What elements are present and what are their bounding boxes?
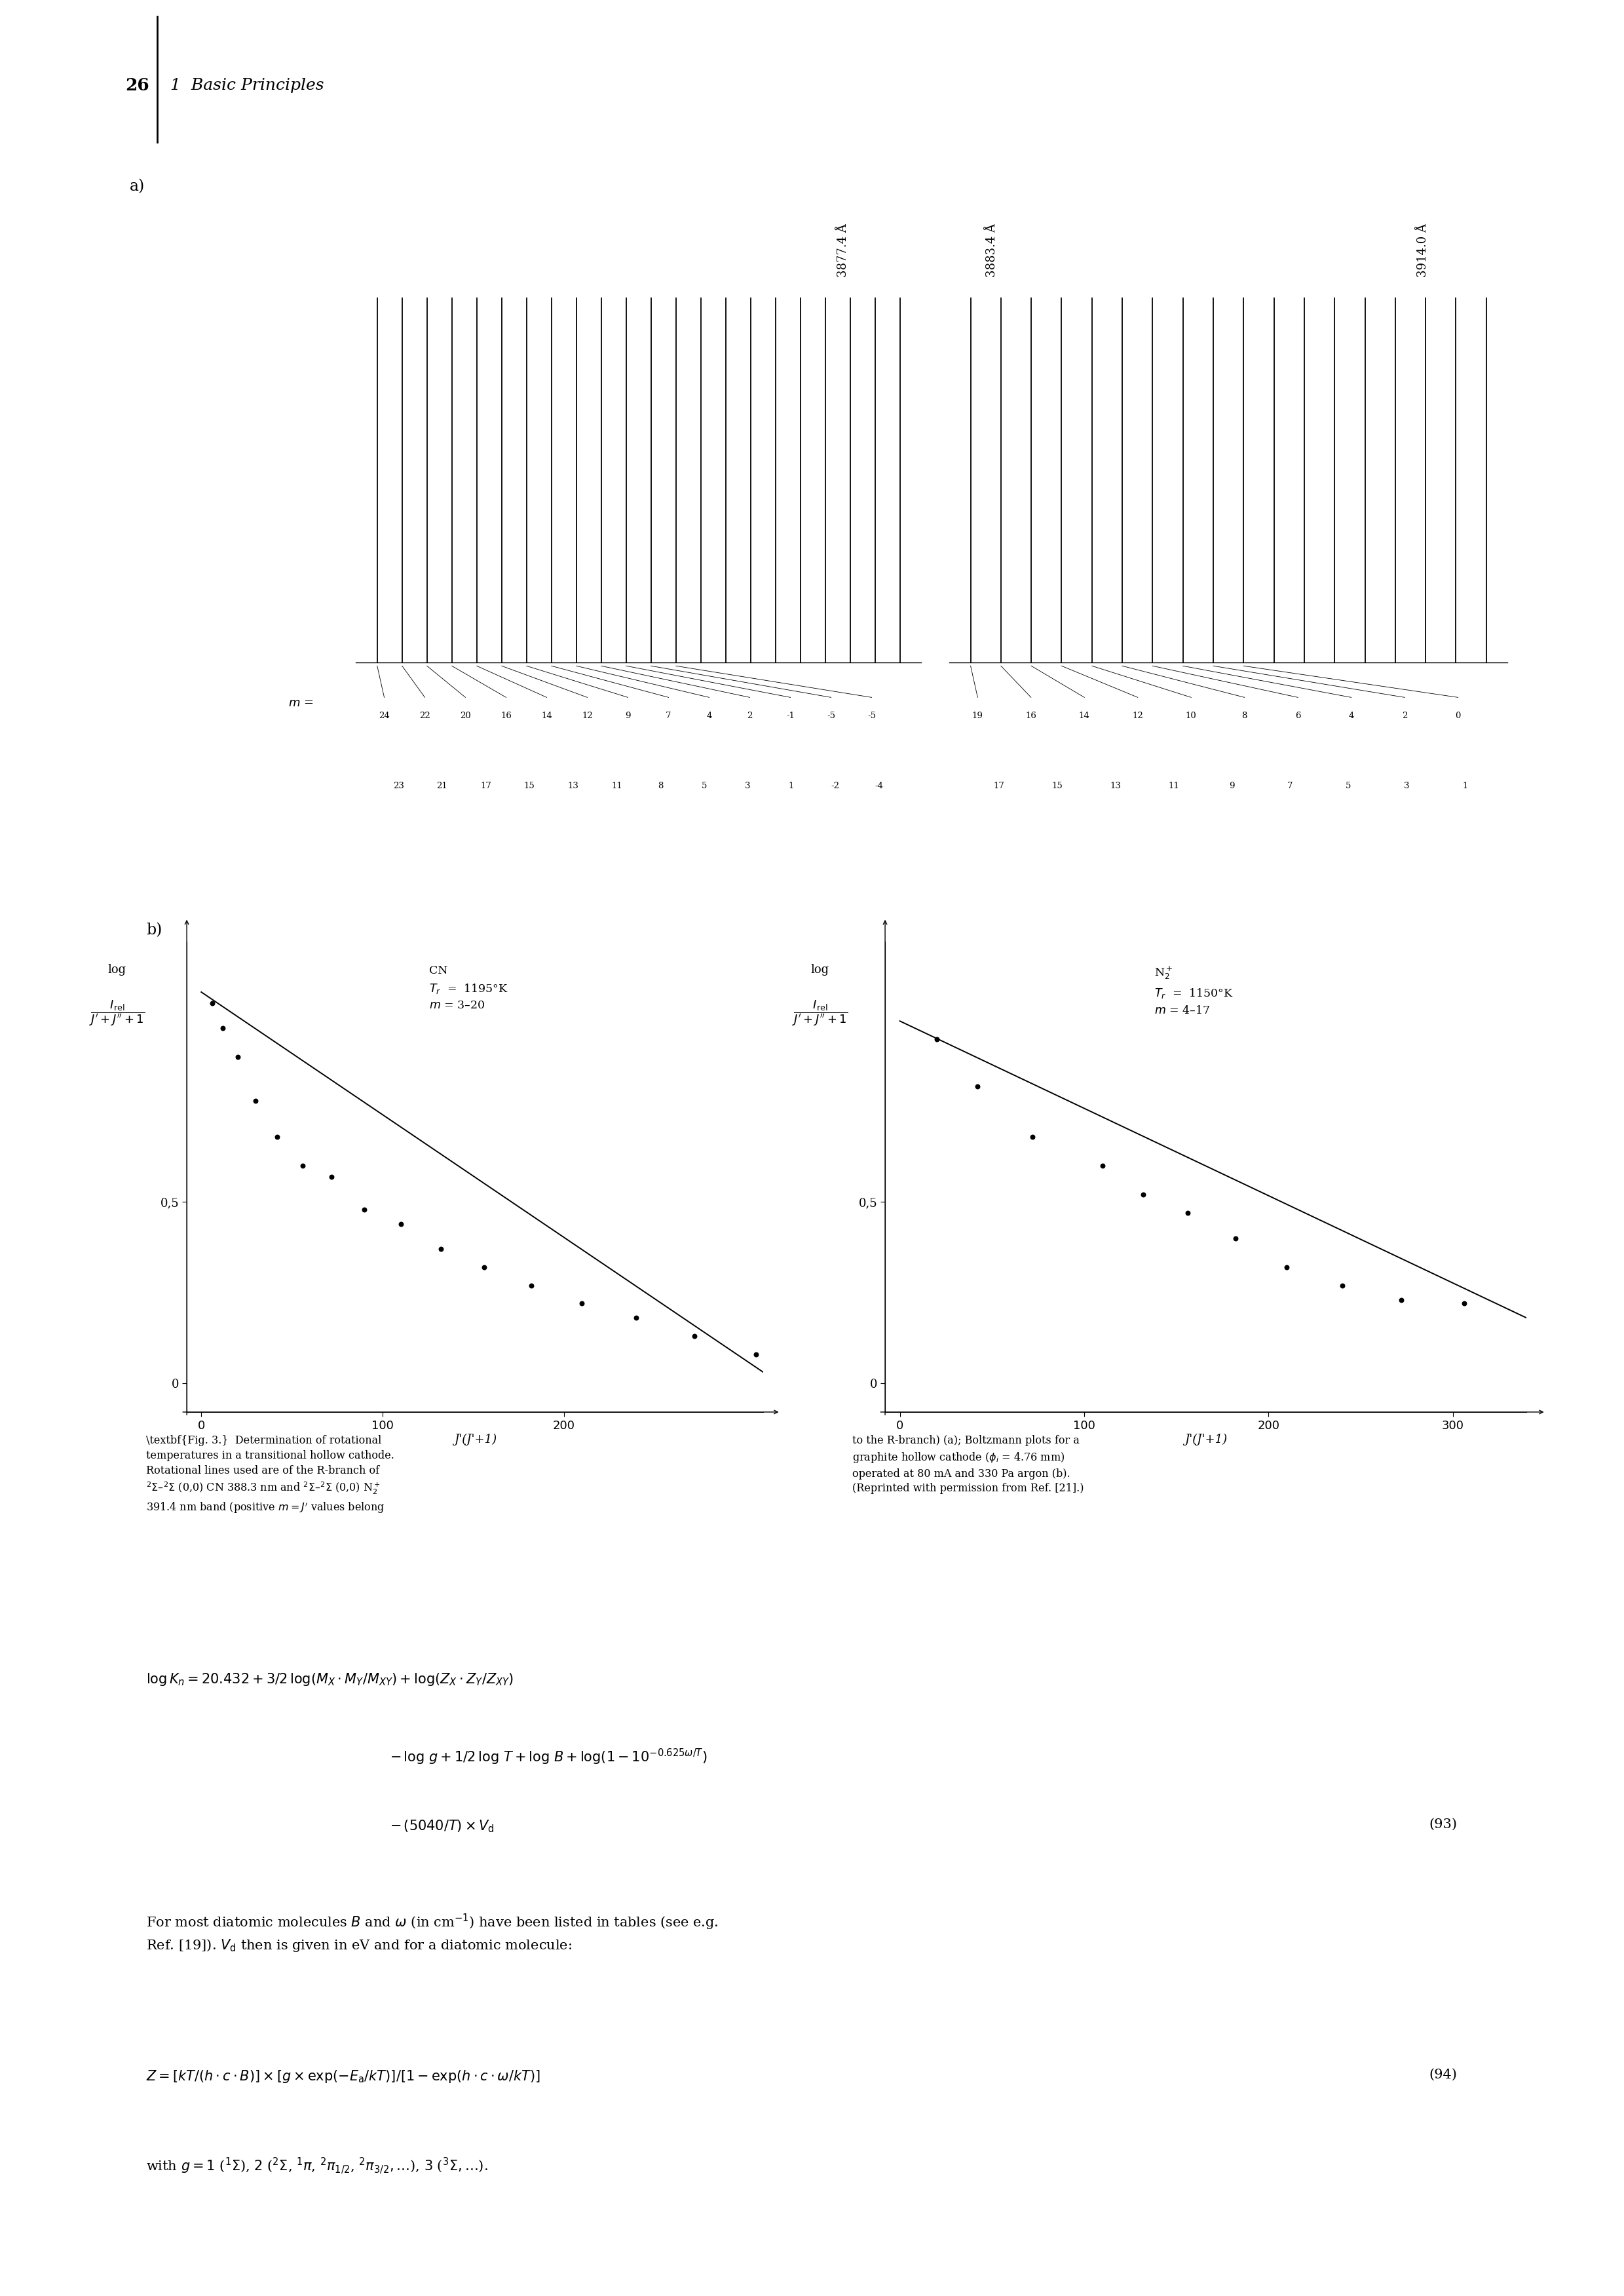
Point xyxy=(682,1318,708,1355)
Text: 11: 11 xyxy=(1168,781,1179,790)
Text: 16: 16 xyxy=(500,712,512,721)
Text: N$_2^+$
$T_r$  =  1150°K
$m$ = 4–17: N$_2^+$ $T_r$ = 1150°K $m$ = 4–17 xyxy=(1155,964,1234,1017)
Point xyxy=(224,1038,250,1075)
Text: 3877.4 Å: 3877.4 Å xyxy=(838,223,849,278)
Point xyxy=(351,1192,377,1228)
Text: 12: 12 xyxy=(581,712,593,721)
Text: a): a) xyxy=(130,179,145,195)
Text: 1: 1 xyxy=(789,781,794,790)
Text: -5: -5 xyxy=(867,712,875,721)
Text: 1  Basic Principles: 1 Basic Principles xyxy=(171,78,325,94)
Text: log: log xyxy=(107,964,127,976)
Text: b): b) xyxy=(146,923,162,939)
Text: 11: 11 xyxy=(611,781,622,790)
Text: 21: 21 xyxy=(437,781,448,790)
Point xyxy=(744,1336,770,1373)
Point xyxy=(924,1022,950,1058)
Text: 4: 4 xyxy=(1348,712,1354,721)
Text: 9: 9 xyxy=(625,712,630,721)
Text: $\dfrac{I_{\rm rel}}{J'+J''+1}$: $\dfrac{I_{\rm rel}}{J'+J''+1}$ xyxy=(793,999,848,1026)
Text: CN
$T_r$  =  1195°K
$m$ = 3–20: CN $T_r$ = 1195°K $m$ = 3–20 xyxy=(429,964,508,1010)
Point xyxy=(1223,1219,1249,1256)
X-axis label: J'(J'+1): J'(J'+1) xyxy=(1184,1433,1228,1446)
Text: 14: 14 xyxy=(541,712,552,721)
Point xyxy=(318,1159,344,1196)
Point xyxy=(568,1286,594,1322)
Point xyxy=(1090,1148,1116,1185)
Text: 10: 10 xyxy=(1186,712,1197,721)
Text: 2: 2 xyxy=(1402,712,1408,721)
Text: 17: 17 xyxy=(994,781,1004,790)
Text: 13: 13 xyxy=(1109,781,1121,790)
Text: -1: -1 xyxy=(786,712,794,721)
Point xyxy=(265,1118,291,1155)
Text: -4: -4 xyxy=(874,781,883,790)
Point xyxy=(1130,1176,1156,1212)
Text: 1: 1 xyxy=(1462,781,1468,790)
Point xyxy=(1450,1286,1476,1322)
Text: 9: 9 xyxy=(1229,781,1234,790)
Text: 12: 12 xyxy=(1132,712,1143,721)
Text: 19: 19 xyxy=(973,712,983,721)
Text: to the R-branch) (a); Boltzmann plots for a
graphite hollow cathode ($\phi_i$ = : to the R-branch) (a); Boltzmann plots fo… xyxy=(853,1435,1085,1495)
Text: 3914.0 Å: 3914.0 Å xyxy=(1416,223,1429,278)
Text: 15: 15 xyxy=(525,781,534,790)
Text: \textbf{Fig. 3.}  Determination of rotational
temperatures in a transitional hol: \textbf{Fig. 3.} Determination of rotati… xyxy=(146,1435,395,1515)
Text: 7: 7 xyxy=(666,712,671,721)
Point xyxy=(1328,1267,1354,1304)
Text: -2: -2 xyxy=(831,781,840,790)
Point xyxy=(471,1249,497,1286)
Point xyxy=(242,1081,268,1118)
Text: 16: 16 xyxy=(1025,712,1036,721)
Text: (93): (93) xyxy=(1429,1818,1457,1830)
Text: 24: 24 xyxy=(378,712,390,721)
Text: 20: 20 xyxy=(460,712,471,721)
Text: 22: 22 xyxy=(419,712,430,721)
Text: -5: -5 xyxy=(827,712,835,721)
X-axis label: J'(J'+1): J'(J'+1) xyxy=(453,1433,497,1446)
Text: 2: 2 xyxy=(747,712,752,721)
Point xyxy=(289,1148,315,1185)
Point xyxy=(518,1267,544,1304)
Text: 8: 8 xyxy=(658,781,663,790)
Text: 4: 4 xyxy=(706,712,711,721)
Point xyxy=(624,1300,650,1336)
Text: 6: 6 xyxy=(1294,712,1301,721)
Text: For most diatomic molecules $B$ and $\omega$ (in cm$^{-1}$) have been listed in : For most diatomic molecules $B$ and $\om… xyxy=(146,1913,718,1954)
Point xyxy=(388,1205,414,1242)
Text: 0: 0 xyxy=(1455,712,1460,721)
Text: (94): (94) xyxy=(1429,2069,1457,2080)
Text: 3883.4 Å: 3883.4 Å xyxy=(986,223,997,278)
Text: $-\,(5040/T) \times V_{\rm d}$: $-\,(5040/T) \times V_{\rm d}$ xyxy=(390,1818,494,1835)
Text: with $g = 1$ ($^1\Sigma$), $2$ ($^2\Sigma$, $^1\pi$, $^2\pi_{1/2}$, $^2\pi_{3/2}: with $g = 1$ ($^1\Sigma$), $2$ ($^2\Sigm… xyxy=(146,2156,489,2174)
Text: 14: 14 xyxy=(1078,712,1090,721)
Text: 23: 23 xyxy=(393,781,404,790)
Text: 3: 3 xyxy=(1405,781,1410,790)
Text: 5: 5 xyxy=(702,781,706,790)
Text: 15: 15 xyxy=(1052,781,1062,790)
Point xyxy=(427,1231,453,1267)
Point xyxy=(200,985,226,1022)
Text: $m$ =: $m$ = xyxy=(289,698,313,709)
Text: $-\,\log\,g + 1/2\,\log\,T + \log\,B + \log(1 - 10^{-0.625\omega/T})$: $-\,\log\,g + 1/2\,\log\,T + \log\,B + \… xyxy=(390,1747,708,1766)
Text: $\dfrac{I_{\rm rel}}{J'+J''+1}$: $\dfrac{I_{\rm rel}}{J'+J''+1}$ xyxy=(89,999,145,1026)
Text: $Z = [kT/(h \cdot c \cdot B)] \times [g \times \exp(-E_{\rm a}/kT)]/[1 - \exp(h : $Z = [kT/(h \cdot c \cdot B)] \times [g … xyxy=(146,2069,541,2085)
Point xyxy=(1020,1118,1046,1155)
Text: 17: 17 xyxy=(481,781,490,790)
Text: 26: 26 xyxy=(125,78,149,94)
Point xyxy=(965,1068,991,1104)
Point xyxy=(1174,1194,1200,1231)
Point xyxy=(209,1010,235,1047)
Text: 7: 7 xyxy=(1288,781,1293,790)
Point xyxy=(1389,1281,1415,1318)
Text: 8: 8 xyxy=(1242,712,1247,721)
Text: log: log xyxy=(810,964,830,976)
Text: 3: 3 xyxy=(745,781,750,790)
Text: $\log K_n = 20.432 + 3/2\,\log(M_X \cdot M_Y/M_{XY}) + \log(Z_X \cdot Z_Y/Z_{XY}: $\log K_n = 20.432 + 3/2\,\log(M_X \cdot… xyxy=(146,1671,513,1688)
Text: 13: 13 xyxy=(567,781,578,790)
Text: 5: 5 xyxy=(1346,781,1351,790)
Point xyxy=(1273,1249,1299,1286)
